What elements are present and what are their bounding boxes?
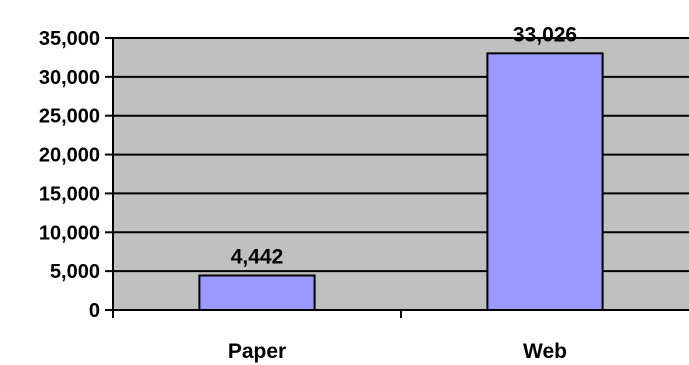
data-labels: 4,442 33,026 (231, 23, 577, 268)
bar-web (486, 52, 604, 312)
y-tick-label: 5,000 (50, 261, 100, 283)
data-label-web: 33,026 (513, 23, 577, 46)
bar-paper (198, 274, 316, 311)
category-label-web: Web (523, 340, 567, 363)
y-tick-label: 0 (89, 300, 100, 322)
x-axis-ticks (112, 310, 402, 318)
y-tick-label: 15,000 (39, 183, 100, 205)
y-tick-label: 20,000 (39, 145, 100, 167)
bars (198, 52, 604, 312)
y-axis-tick-labels: 0 5,000 10,000 15,000 20,000 25,000 30,000 35,0… (39, 28, 100, 322)
x-axis-category-labels: Paper Web (228, 340, 567, 363)
y-tick-label: 35,000 (39, 28, 100, 50)
category-label-paper: Paper (228, 340, 286, 363)
y-tick-label: 30,000 (39, 67, 100, 89)
y-axis-ticks (105, 37, 113, 311)
data-label-paper: 4,442 (231, 245, 284, 268)
y-tick-label: 10,000 (39, 222, 100, 244)
y-tick-label: 25,000 (39, 106, 100, 128)
